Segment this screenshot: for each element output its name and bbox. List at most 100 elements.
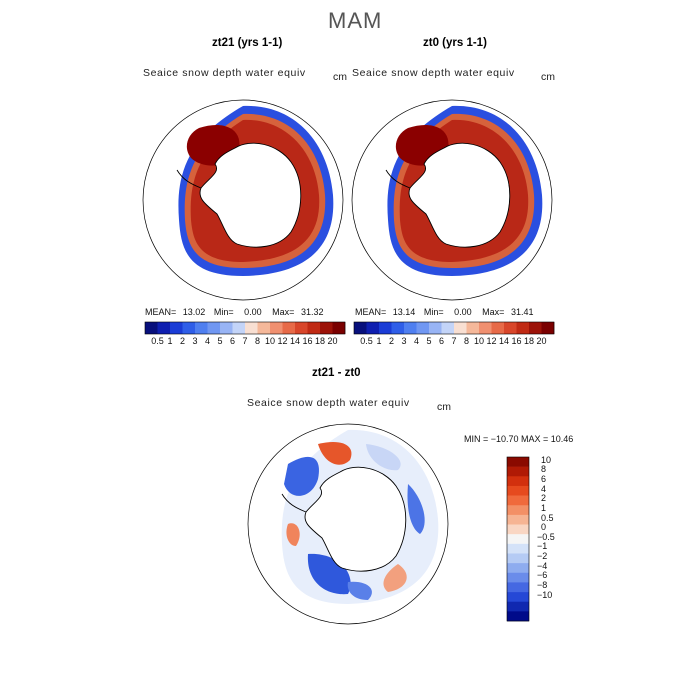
peninsula-line (176, 169, 202, 189)
colorbar-swatch (220, 322, 233, 334)
colorbar-swatch (507, 611, 529, 622)
colorbar-tick-label: −2 (537, 551, 548, 562)
colorbar-tick-label: 12 (277, 336, 288, 346)
colorbar-tick-label: 2 (179, 336, 185, 346)
colorbar-frame (506, 456, 530, 622)
colorbar-tick-label: 1 (541, 502, 547, 513)
colorbar-tick-label: 14 (498, 336, 509, 346)
panel-title-zt0: zt0 (yrs 1-1) (423, 37, 487, 49)
units-label-zt21: cm (333, 71, 347, 83)
antarctica-land (199, 142, 302, 248)
colorbar-swatch (507, 524, 529, 535)
colorbar-swatch (507, 582, 529, 593)
colorbar-swatch (507, 476, 529, 487)
colorbar-swatch (391, 322, 405, 334)
colorbar-swatch (507, 553, 529, 564)
colorbar-swatch (182, 322, 196, 334)
colorbar-swatch (507, 485, 529, 496)
colorbar-tick-label: 8 (254, 336, 260, 346)
colorbar-swatch (157, 322, 171, 334)
colorbar-tick-label: 5 (426, 336, 432, 346)
colorbar-tick-label: 12 (486, 336, 497, 346)
colorbar-tick-label: 10 (264, 336, 275, 346)
colorbar-tick-label: 0.5 (541, 512, 554, 523)
diff-units-label: cm (437, 401, 451, 413)
mean-label: MEAN= (145, 307, 177, 317)
mean-label: MEAN= (355, 307, 387, 317)
colorbar-swatch (354, 322, 367, 334)
colorbar-tick-label: 6 (541, 473, 547, 484)
diff-min-max: MIN = −10.70 MAX = 10.46 (464, 434, 574, 444)
colorbar-tick-label: 7 (242, 336, 248, 346)
colorbar-swatch (416, 322, 430, 334)
colorbar-tick-label: 16 (302, 336, 313, 346)
colorbar-tick-label: 3 (192, 336, 198, 346)
colorbar-swatch (466, 322, 480, 334)
colorbar-swatch (454, 322, 467, 334)
colorbar-tick-label: 8 (463, 336, 469, 346)
max-label: Max= (272, 307, 295, 317)
colorbar-swatch (507, 601, 529, 612)
colorbar-tick-label: −0.5 (537, 531, 555, 542)
colorbar-tick-label: 0 (541, 522, 547, 533)
polar-map-zt21 (142, 99, 344, 301)
map-boundary (142, 99, 344, 301)
colorbar-swatch (366, 322, 380, 334)
colorbar-tick-label: 0.5 (360, 336, 373, 346)
colorbar-swatch (195, 322, 208, 334)
colorbar-tick-label: 0.5 (151, 336, 164, 346)
colorbar-tick-label: 3 (401, 336, 407, 346)
colorbar-swatch (270, 322, 283, 334)
diff-title: zt21 - zt0 (312, 367, 361, 379)
colorbar-swatch (170, 322, 183, 334)
units-label-zt0: cm (541, 71, 555, 83)
colorbar-swatch (529, 322, 542, 334)
min-value: 0.00 (244, 307, 262, 317)
colorbar-tick-label: −4 (537, 560, 548, 571)
colorbar-swatch (295, 322, 308, 334)
colorbar-tick-label: 2 (541, 493, 547, 504)
colorbar-tick-label: 20 (327, 336, 338, 346)
max-value: 31.32 (300, 307, 324, 317)
colorbar-tick-label: 5 (217, 336, 223, 346)
colorbar-swatch (504, 322, 517, 334)
colorbar-tick-label: 20 (536, 336, 547, 346)
colorbar-swatch (491, 322, 505, 334)
colorbar-tick-label: 8 (541, 464, 547, 475)
colorbar-tick-label: 1 (376, 336, 382, 346)
colorbar-tick-label: −8 (537, 580, 548, 591)
mean-value: 13.02 (182, 307, 206, 317)
colorbar-tick-label: 4 (541, 483, 547, 494)
max-value: 31.41 (510, 307, 534, 317)
variable-label-zt21: Seaice snow depth water equiv (143, 67, 306, 79)
colorbar-tick-label: 18 (523, 336, 534, 346)
diff-variable-label: Seaice snow depth water equiv (247, 397, 410, 409)
colorbar-tick-label: 4 (413, 336, 419, 346)
colorbar-swatch (479, 322, 492, 334)
colorbar-swatch (232, 322, 246, 334)
colorbar-diff (506, 456, 530, 622)
colorbar-swatch (507, 572, 529, 583)
colorbar-swatch (507, 534, 529, 545)
colorbar-tick-label: 4 (204, 336, 210, 346)
colorbar-swatch (507, 466, 529, 477)
colorbar-swatch (507, 592, 529, 603)
colorbar-tick-label: 18 (314, 336, 325, 346)
stats-zt21: MEAN= 13.02 Min= 0.00 Max= 31.32 (145, 307, 323, 317)
colorbar-tick-label: 10 (473, 336, 484, 346)
antarctica-land (408, 142, 511, 248)
colorbar-diff-ticks: 10 8 6 4 2 1 0.5 0 −0.5 −1 −2 −4 −6 −8 −10 (537, 455, 577, 627)
polar-map-diff (247, 423, 449, 625)
colorbar-swatch (507, 543, 529, 554)
colorbar-frame (353, 321, 555, 335)
polar-map-zt0 (351, 99, 553, 301)
colorbar-swatch (307, 322, 321, 334)
colorbar-swatch (429, 322, 442, 334)
mean-value: 13.14 (392, 307, 416, 317)
colorbar-tick-label: 14 (289, 336, 300, 346)
colorbar-swatch (145, 322, 158, 334)
colorbar-tick-label: −10 (537, 589, 553, 600)
colorbar-swatch (245, 322, 258, 334)
colorbar-swatch (207, 322, 221, 334)
colorbar-tick-label: −1 (537, 541, 548, 552)
